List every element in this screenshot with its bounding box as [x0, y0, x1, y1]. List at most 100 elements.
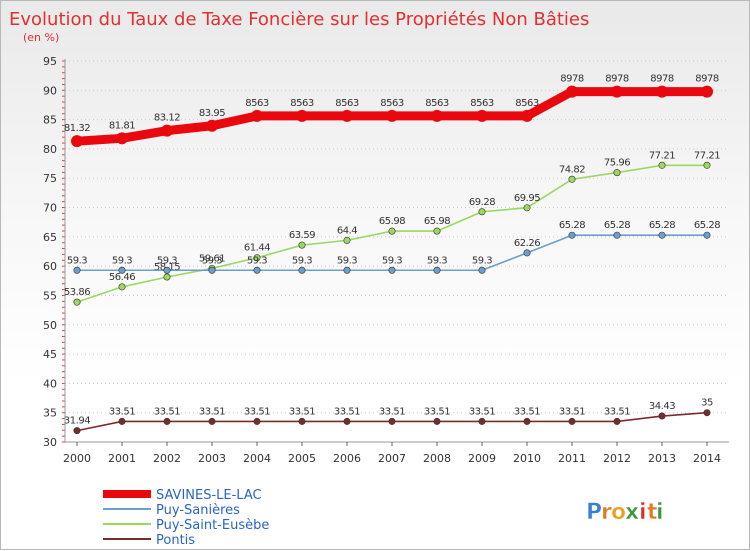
- data-point: [251, 109, 263, 122]
- chart-subtitle: (en %): [23, 31, 59, 44]
- data-point: [71, 135, 83, 148]
- data-point: [73, 427, 81, 435]
- data-point: [703, 161, 711, 169]
- data-point: [523, 249, 531, 257]
- series-0: 81.32 81.81 83.12 83.95 8563 8563 8563 8563 8563…: [64, 74, 719, 148]
- data-point: [523, 204, 531, 212]
- data-label: 33.51: [289, 406, 315, 417]
- data-label: 8978: [605, 74, 629, 85]
- y-tick-label: 75: [43, 172, 57, 185]
- data-point: [208, 417, 216, 425]
- data-point: [656, 85, 668, 98]
- data-point: [431, 109, 443, 122]
- y-tick-label: 30: [43, 436, 57, 449]
- x-tick-label: 2004: [243, 452, 271, 465]
- data-point: [658, 161, 666, 169]
- data-point: [658, 231, 666, 239]
- y-tick-label: 45: [43, 348, 57, 361]
- data-point: [163, 266, 171, 274]
- data-point: [433, 266, 441, 274]
- y-tick-label: 50: [43, 319, 57, 332]
- data-label: 59.3: [292, 255, 312, 266]
- data-label: 64.4: [337, 225, 357, 236]
- data-label: 8563: [515, 98, 539, 109]
- x-tick-label: 2014: [693, 452, 721, 465]
- data-label: 61.44: [244, 243, 270, 254]
- logo-letter: o: [611, 500, 626, 525]
- data-label: 65.28: [559, 220, 585, 231]
- data-label: 77.21: [649, 150, 675, 161]
- data-label: 69.95: [514, 193, 540, 204]
- y-tick-label: 65: [43, 231, 57, 244]
- series-layer: 31.94 33.51 33.51 33.51 33.51 33.51 33.51 33.51…: [64, 74, 721, 435]
- y-tick-label: 60: [43, 260, 57, 273]
- data-label: 59.3: [382, 255, 402, 266]
- data-label: 59.3: [157, 255, 177, 266]
- data-label: 69.28: [469, 197, 495, 208]
- data-point: [206, 119, 218, 132]
- proxiti-logo: Pr ox i ti: [586, 500, 664, 526]
- x-tick-label: 2011: [558, 452, 586, 465]
- data-point: [613, 417, 621, 425]
- data-point: [298, 241, 306, 249]
- logo-letter: i: [639, 500, 647, 525]
- data-label: 8563: [335, 98, 359, 109]
- data-label: 59.61: [199, 253, 225, 264]
- data-label: 34.43: [649, 401, 675, 412]
- data-label: 33.51: [334, 406, 360, 417]
- data-point: [253, 254, 261, 262]
- legend-label: SAVINES-LE-LAC: [156, 488, 262, 503]
- data-label: 56.46: [109, 272, 135, 283]
- data-label: 83.95: [199, 108, 225, 119]
- data-point: [73, 266, 81, 274]
- y-tick-label: 80: [43, 143, 57, 156]
- logo-letter: r: [601, 500, 612, 525]
- logo-letter: P: [586, 500, 602, 525]
- x-tick-label: 2001: [108, 452, 136, 465]
- data-point: [478, 266, 486, 274]
- data-point: [298, 417, 306, 425]
- data-label: 65.98: [424, 216, 450, 227]
- data-point: [478, 417, 486, 425]
- legend-label: Pontis: [156, 533, 195, 548]
- data-label: 33.51: [604, 406, 630, 417]
- data-label: 8978: [560, 74, 584, 85]
- data-label: 83.12: [154, 113, 180, 124]
- x-tick-label: 2010: [513, 452, 541, 465]
- data-point: [433, 417, 441, 425]
- x-tick-label: 2007: [378, 452, 406, 465]
- data-point: [296, 109, 308, 122]
- data-point: [73, 298, 81, 306]
- data-label: 59.3: [247, 255, 267, 266]
- data-point: [476, 109, 488, 122]
- data-point: [658, 412, 666, 420]
- data-point: [343, 266, 351, 274]
- data-point: [388, 266, 396, 274]
- data-label: 8563: [470, 98, 494, 109]
- data-point: [568, 175, 576, 183]
- data-label: 63.59: [289, 230, 315, 241]
- data-label: 33.51: [514, 406, 540, 417]
- y-tick-label: 55: [43, 289, 57, 302]
- data-label: 8978: [650, 74, 674, 85]
- data-point: [116, 132, 128, 145]
- data-point: [163, 273, 171, 281]
- legend-item: Pontis: [103, 533, 195, 548]
- data-label: 65.28: [694, 220, 720, 231]
- data-point: [163, 417, 171, 425]
- data-label: 65.28: [649, 220, 675, 231]
- logo-letter: t: [647, 500, 658, 525]
- data-point: [118, 283, 126, 291]
- data-label: 59.3: [112, 255, 132, 266]
- legend-label: Puy-Sanières: [156, 503, 240, 518]
- data-point: [568, 417, 576, 425]
- data-point: [341, 109, 353, 122]
- data-point: [161, 124, 173, 137]
- data-point: [208, 266, 216, 274]
- x-tick-label: 2003: [198, 452, 226, 465]
- data-point: [343, 417, 351, 425]
- data-label: 77.21: [694, 150, 720, 161]
- data-point: [611, 85, 623, 98]
- data-label: 33.51: [199, 406, 225, 417]
